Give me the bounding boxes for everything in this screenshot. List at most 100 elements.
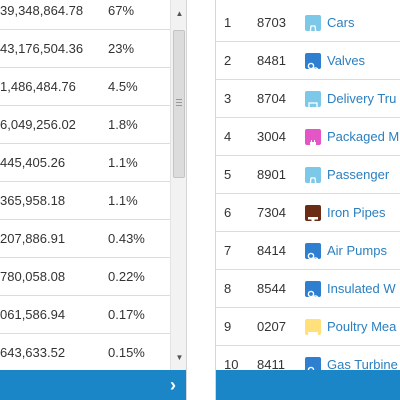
table-row: 10 8411 Gas Turbine (216, 346, 400, 370)
vertical-scrollbar[interactable]: ▲ ▼ (170, 0, 186, 370)
table-row: 8 8544 Insulated W (216, 270, 400, 308)
table-row: 9 0207 Poultry Mea (216, 308, 400, 346)
hs-code-cell: 8414 (257, 243, 286, 258)
share-cell: 4.5% (108, 79, 138, 94)
table-row: 643,633.52 0.15% (0, 334, 170, 370)
export-values-table: 39,348,864.78 67% 43,176,504.36 23% 1,48… (0, 0, 170, 370)
export-values-panel: 39,348,864.78 67% 43,176,504.36 23% 1,48… (0, 0, 187, 400)
table-row: 6,049,256.02 1.8% (0, 106, 170, 144)
share-cell: 0.43% (108, 231, 145, 246)
table-footer-bar (216, 370, 400, 400)
rank-cell: 2 (224, 53, 232, 68)
table-row: 365,958.18 1.1% (0, 182, 170, 220)
hs-code-cell: 8481 (257, 53, 286, 68)
product-label: Passenger (327, 167, 390, 182)
product-link[interactable]: Cars (305, 4, 354, 42)
rank-cell: 4 (224, 129, 232, 144)
top-products-panel: 1 8703 Cars 2 8481 Valves 3 8704 (215, 0, 400, 400)
product-link[interactable]: Packaged M (305, 118, 399, 156)
product-link[interactable]: Passenger (305, 156, 389, 194)
rank-cell: 1 (224, 15, 232, 30)
product-link[interactable]: Insulated W (305, 270, 396, 308)
product-link[interactable]: Air Pumps (305, 232, 387, 270)
amount-cell: 39,348,864.78 (0, 3, 84, 18)
amount-cell: 445,405.26 (0, 155, 66, 170)
top-products-table: 1 8703 Cars 2 8481 Valves 3 8704 (216, 0, 400, 370)
product-link[interactable]: Poultry Mea (305, 308, 396, 346)
amount-cell: 43,176,504.36 (0, 41, 84, 56)
table-row: 43,176,504.36 23% (0, 30, 170, 68)
share-cell: 0.17% (108, 307, 145, 322)
car-icon (305, 15, 321, 35)
amount-cell: 365,958.18 (0, 193, 66, 208)
ship-icon (305, 167, 321, 187)
table-row: 780,058.08 0.22% (0, 258, 170, 296)
machinery-icon (305, 53, 321, 74)
animal-product-icon (305, 319, 321, 336)
hs-code-cell: 7304 (257, 205, 286, 220)
rank-cell: 5 (224, 167, 232, 182)
share-cell: 1.1% (108, 193, 138, 208)
product-link[interactable]: Valves (305, 42, 365, 80)
rank-cell: 9 (224, 319, 232, 334)
product-label: Poultry Mea (327, 319, 397, 334)
hs-code-cell: 8704 (257, 91, 286, 106)
truck-icon (305, 91, 321, 110)
hs-code-cell: 8901 (257, 167, 286, 182)
scroll-up-arrow-icon[interactable]: ▲ (175, 9, 184, 18)
table-row: 4 3004 Packaged M (216, 118, 400, 156)
hs-code-cell: 0207 (257, 319, 286, 334)
rank-cell: 3 (224, 91, 232, 106)
table-row: 445,405.26 1.1% (0, 144, 170, 182)
machinery-icon (305, 281, 321, 302)
share-cell: 0.15% (108, 345, 145, 360)
product-label: Packaged M (327, 129, 400, 144)
chemicals-icon (305, 129, 321, 147)
hs-code-cell: 8544 (257, 281, 286, 296)
scroll-down-arrow-icon[interactable]: ▼ (175, 353, 184, 362)
table-row: 207,886.91 0.43% (0, 220, 170, 258)
rank-cell: 10 (224, 357, 239, 370)
product-link[interactable]: Gas Turbine (305, 346, 398, 370)
product-label: Cars (327, 15, 355, 30)
table-row: 1,486,484.76 4.5% (0, 68, 170, 106)
share-cell: 1.8% (108, 117, 138, 132)
share-cell: 1.1% (108, 155, 138, 170)
hs-code-cell: 3004 (257, 129, 286, 144)
product-label: Valves (327, 53, 366, 68)
product-label: Delivery Tru (327, 91, 397, 106)
amount-cell: 1,486,484.76 (0, 79, 76, 94)
table-row: 061,586.94 0.17% (0, 296, 170, 334)
product-label: Insulated W (327, 281, 396, 296)
hs-code-cell: 8411 (257, 357, 285, 370)
table-row: 39,348,864.78 67% (0, 0, 170, 30)
product-link[interactable]: Delivery Tru (305, 80, 396, 118)
product-label: Gas Turbine (327, 357, 398, 370)
hs-code-cell: 8703 (257, 15, 286, 30)
chevron-right-icon[interactable]: › (170, 375, 176, 395)
product-link[interactable]: Iron Pipes (305, 194, 386, 232)
grip-icon (176, 99, 182, 106)
table-row: 2 8481 Valves (216, 42, 400, 80)
product-label: Iron Pipes (327, 205, 386, 220)
machinery-icon (305, 357, 321, 370)
amount-cell: 780,058.08 (0, 269, 66, 284)
rank-cell: 6 (224, 205, 232, 220)
table-row: 6 7304 Iron Pipes (216, 194, 400, 232)
amount-cell: 6,049,256.02 (0, 117, 76, 132)
product-label: Air Pumps (327, 243, 387, 258)
table-footer-bar: › (0, 370, 186, 400)
table-row: 1 8703 Cars (216, 4, 400, 42)
rank-cell: 7 (224, 243, 232, 258)
table-row: 3 8704 Delivery Tru (216, 80, 400, 118)
share-cell: 67% (108, 3, 135, 18)
table-row: 5 8901 Passenger (216, 156, 400, 194)
amount-cell: 061,586.94 (0, 307, 66, 322)
amount-cell: 207,886.91 (0, 231, 66, 246)
rank-cell: 8 (224, 281, 232, 296)
share-cell: 0.22% (108, 269, 145, 284)
table-row: 7 8414 Air Pumps (216, 232, 400, 270)
scrollbar-thumb[interactable] (173, 30, 185, 178)
machinery-icon (305, 243, 321, 264)
share-cell: 23% (108, 41, 135, 56)
